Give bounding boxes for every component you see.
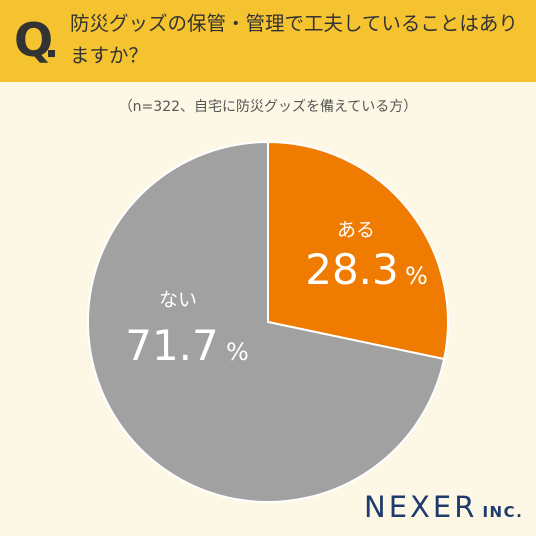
question-text: 防災グッズの保管・管理で工夫していることはありますか？ xyxy=(70,12,518,67)
pie-slice-1 xyxy=(87,140,446,503)
logo-main-text: NEXER xyxy=(364,490,478,524)
slice-label-0: ある xyxy=(337,219,375,241)
slice-unit-0: % xyxy=(405,262,428,290)
pie-slice-0 xyxy=(267,140,449,361)
question-mark: Q xyxy=(14,13,54,67)
slice-unit-1: % xyxy=(226,338,249,366)
sample-note: （n=322、自宅に防災グッズを備えている方） xyxy=(118,99,418,115)
slice-value-0: 28.3 xyxy=(305,245,399,294)
slice-label-1: ない xyxy=(159,289,197,311)
slice-value-1: 71.7 xyxy=(125,321,219,370)
question-header: Q 防災グッズの保管・管理で工夫していることはありますか？ xyxy=(0,0,536,82)
question-mark-dot xyxy=(48,50,55,57)
nexer-logo: NEXER INC. xyxy=(364,490,523,524)
logo-sub-text: INC. xyxy=(482,503,524,521)
